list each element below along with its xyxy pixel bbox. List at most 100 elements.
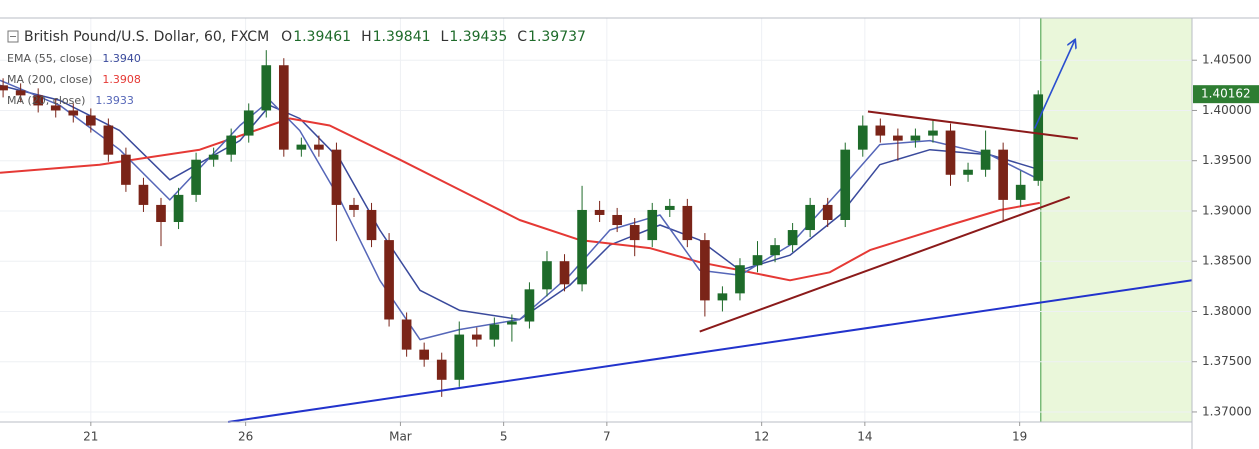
- candle-body: [1033, 94, 1044, 181]
- candle-body: [840, 149, 851, 220]
- candle-body: [50, 105, 61, 111]
- candle-body: [612, 214, 622, 226]
- last-price-box: [1193, 85, 1259, 104]
- candle-body: [857, 125, 868, 150]
- candle-body: [226, 135, 237, 155]
- candle-body: [138, 184, 149, 205]
- candle-body: [384, 240, 394, 320]
- legend-value: 1.3908: [102, 73, 141, 86]
- candle-body: [629, 225, 640, 241]
- y-tick-label: 1.40500: [1202, 53, 1252, 67]
- marks-layer: [0, 50, 1044, 397]
- candle-body: [822, 204, 833, 220]
- legend-value: 1.3940: [102, 52, 141, 65]
- candle-body: [542, 261, 552, 290]
- candle-body: [805, 204, 815, 231]
- x-tick-label: 7: [603, 430, 611, 444]
- candle-body: [103, 125, 114, 155]
- y-tick-label: 1.38500: [1202, 254, 1252, 268]
- candle-body: [436, 359, 447, 380]
- candle-body: [559, 261, 570, 285]
- candle-body: [471, 334, 482, 340]
- candle-body: [928, 130, 938, 136]
- y-tick-label: 1.38000: [1202, 304, 1252, 318]
- x-tick-label: 26: [238, 430, 253, 444]
- collapse-icon[interactable]: [7, 30, 19, 43]
- candle-body: [1015, 184, 1026, 200]
- legend-entry: EMA (55, close): [7, 52, 92, 65]
- candle-body: [735, 265, 745, 294]
- candle-body: [945, 130, 956, 175]
- grid-layer: [0, 18, 1192, 422]
- candle-body: [664, 205, 675, 210]
- candle-body: [33, 95, 44, 106]
- overlay-layer: [227, 40, 1193, 423]
- candle-body: [577, 209, 587, 285]
- ohlc-value: 1.39435: [449, 29, 507, 45]
- axes-layer: 1.37000 1.37500 1.38000 1.38500 1.39000 1.395…: [83, 53, 1259, 444]
- legend-entry: MA (20, close): [7, 94, 85, 107]
- x-tick-label: 19: [1012, 430, 1027, 444]
- candle-body: [752, 255, 763, 266]
- candle-body: [594, 209, 605, 215]
- candle-body: [524, 289, 535, 322]
- candle-body: [507, 321, 517, 325]
- candle-body: [717, 293, 728, 301]
- y-tick-label: 1.40000: [1202, 103, 1252, 117]
- candle-body: [963, 169, 973, 175]
- candle-body: [243, 110, 254, 136]
- x-tick-label: 12: [754, 430, 769, 444]
- y-tick-label: 1.39000: [1202, 203, 1252, 217]
- candle-body: [366, 209, 377, 241]
- legend-entry: MA (200, close): [7, 73, 92, 86]
- candle-body: [998, 149, 1008, 200]
- trendline: [227, 279, 1193, 423]
- candle-body: [278, 65, 289, 150]
- candle-body: [682, 205, 693, 241]
- ohlc-key: O: [281, 29, 292, 45]
- x-tick-label: 14: [857, 430, 872, 444]
- candle-body: [85, 115, 96, 126]
- candle-body: [0, 85, 8, 91]
- candle-body: [349, 204, 359, 210]
- candle-body: [875, 125, 886, 136]
- zone-layer: [1040, 18, 1192, 422]
- candle-body: [331, 149, 342, 205]
- ohlc-value: 1.39461: [293, 29, 351, 45]
- candle-body: [173, 194, 184, 223]
- candle-body: [296, 144, 307, 150]
- projection-arrow: [1033, 40, 1075, 129]
- candle-body: [980, 149, 991, 170]
- candle-body: [489, 324, 500, 340]
- ohlc-key: H: [361, 29, 372, 45]
- candle-body: [401, 319, 412, 350]
- indicator-line: [0, 79, 1041, 341]
- legend-value: 1.3933: [95, 94, 134, 107]
- trendline: [699, 195, 1071, 333]
- candle-body: [770, 245, 780, 256]
- candle-body: [15, 90, 26, 96]
- candle-body: [208, 154, 219, 160]
- projection-zone: [1040, 18, 1192, 422]
- y-tick-label: 1.39500: [1202, 153, 1252, 167]
- candle-body: [68, 110, 79, 116]
- ohlc-key: L: [441, 29, 449, 45]
- candle-body: [121, 154, 131, 185]
- ohlc-value: 1.39841: [373, 29, 431, 45]
- candle-body: [700, 240, 710, 301]
- candle-body: [261, 65, 272, 111]
- candle-body: [419, 349, 429, 360]
- candle-body: [454, 334, 465, 380]
- candle-body: [191, 159, 201, 195]
- chart-title: British Pound/U.S. Dollar, 60, FXCM: [24, 29, 269, 45]
- trendline: [867, 110, 1079, 140]
- candle-body: [647, 209, 658, 241]
- candle-body: [156, 204, 166, 223]
- candle-body: [893, 135, 903, 141]
- ohlc-key: C: [517, 29, 527, 45]
- y-tick-label: 1.37500: [1202, 354, 1252, 368]
- ohlc-value: 1.39737: [528, 29, 586, 45]
- legend: British Pound/U.S. Dollar, 60, FXCM O 1.3…: [7, 29, 586, 107]
